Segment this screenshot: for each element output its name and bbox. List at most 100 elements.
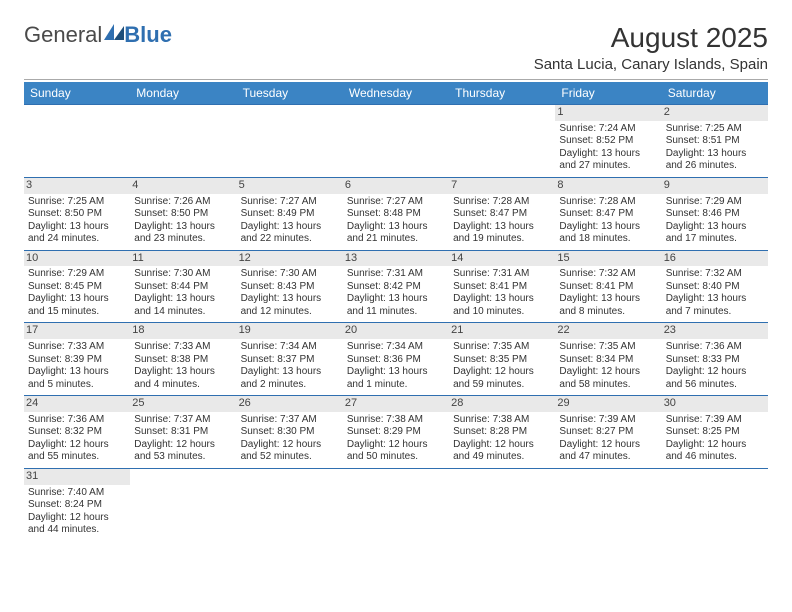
col-header: Wednesday	[343, 82, 449, 105]
sunset-line: Sunset: 8:24 PM	[28, 499, 126, 512]
sunset-line: Sunset: 8:40 PM	[666, 281, 764, 294]
day-content: Sunrise: 7:33 AMSunset: 8:38 PMDaylight:…	[134, 341, 232, 391]
sunset-line: Sunset: 8:41 PM	[453, 281, 551, 294]
empty-cell	[449, 105, 555, 178]
day-content: Sunrise: 7:35 AMSunset: 8:34 PMDaylight:…	[559, 341, 657, 391]
sunset-line: Sunset: 8:38 PM	[134, 354, 232, 367]
daylight-line: Daylight: 13 hours and 2 minutes.	[241, 366, 339, 391]
sunrise-line: Sunrise: 7:28 AM	[559, 196, 657, 209]
daylight-line: Daylight: 13 hours and 19 minutes.	[453, 221, 551, 246]
day-cell: 29Sunrise: 7:39 AMSunset: 8:27 PMDayligh…	[555, 396, 661, 469]
day-content: Sunrise: 7:28 AMSunset: 8:47 PMDaylight:…	[453, 196, 551, 246]
sunset-line: Sunset: 8:29 PM	[347, 426, 445, 439]
day-content: Sunrise: 7:38 AMSunset: 8:29 PMDaylight:…	[347, 414, 445, 464]
sunset-line: Sunset: 8:47 PM	[559, 208, 657, 221]
day-content: Sunrise: 7:33 AMSunset: 8:39 PMDaylight:…	[28, 341, 126, 391]
day-cell: 31Sunrise: 7:40 AMSunset: 8:24 PMDayligh…	[24, 468, 130, 540]
sunset-line: Sunset: 8:27 PM	[559, 426, 657, 439]
day-number: 26	[237, 396, 343, 412]
calendar-row: 24Sunrise: 7:36 AMSunset: 8:32 PMDayligh…	[24, 396, 768, 469]
sunset-line: Sunset: 8:33 PM	[666, 354, 764, 367]
daylight-line: Daylight: 12 hours and 55 minutes.	[28, 439, 126, 464]
sunrise-line: Sunrise: 7:37 AM	[134, 414, 232, 427]
col-header: Saturday	[662, 82, 768, 105]
day-number: 1	[555, 105, 661, 121]
day-number: 28	[449, 396, 555, 412]
day-content: Sunrise: 7:28 AMSunset: 8:47 PMDaylight:…	[559, 196, 657, 246]
sunrise-line: Sunrise: 7:33 AM	[28, 341, 126, 354]
day-content: Sunrise: 7:31 AMSunset: 8:41 PMDaylight:…	[453, 268, 551, 318]
day-number: 20	[343, 323, 449, 339]
sunset-line: Sunset: 8:48 PM	[347, 208, 445, 221]
sunset-line: Sunset: 8:25 PM	[666, 426, 764, 439]
daylight-line: Daylight: 13 hours and 4 minutes.	[134, 366, 232, 391]
day-cell: 18Sunrise: 7:33 AMSunset: 8:38 PMDayligh…	[130, 323, 236, 396]
day-content: Sunrise: 7:35 AMSunset: 8:35 PMDaylight:…	[453, 341, 551, 391]
day-content: Sunrise: 7:29 AMSunset: 8:46 PMDaylight:…	[666, 196, 764, 246]
day-content: Sunrise: 7:29 AMSunset: 8:45 PMDaylight:…	[28, 268, 126, 318]
daylight-line: Daylight: 13 hours and 24 minutes.	[28, 221, 126, 246]
empty-cell	[343, 468, 449, 540]
day-cell: 17Sunrise: 7:33 AMSunset: 8:39 PMDayligh…	[24, 323, 130, 396]
daylight-line: Daylight: 12 hours and 52 minutes.	[241, 439, 339, 464]
day-content: Sunrise: 7:26 AMSunset: 8:50 PMDaylight:…	[134, 196, 232, 246]
day-cell: 10Sunrise: 7:29 AMSunset: 8:45 PMDayligh…	[24, 250, 130, 323]
day-number: 7	[449, 178, 555, 194]
sunset-line: Sunset: 8:34 PM	[559, 354, 657, 367]
day-number: 30	[662, 396, 768, 412]
day-cell: 26 Sunrise: 7:37 AMSunset: 8:30 PMDayligh…	[237, 396, 343, 469]
day-number: 11	[130, 251, 236, 267]
empty-cell	[237, 468, 343, 540]
daylight-line: Daylight: 12 hours and 59 minutes.	[453, 366, 551, 391]
day-number: 4	[130, 178, 236, 194]
col-header: Sunday	[24, 82, 130, 105]
day-cell: 5Sunrise: 7:27 AMSunset: 8:49 PMDaylight…	[237, 177, 343, 250]
day-content: Sunrise: 7:39 AMSunset: 8:27 PMDaylight:…	[559, 414, 657, 464]
col-header: Monday	[130, 82, 236, 105]
day-cell: 30 Sunrise: 7:39 AMSunset: 8:25 PMDayligh…	[662, 396, 768, 469]
sunrise-line: Sunrise: 7:30 AM	[134, 268, 232, 281]
daylight-line: Daylight: 12 hours and 53 minutes.	[134, 439, 232, 464]
day-number: 23	[662, 323, 768, 339]
day-content: Sunrise: 7:39 AMSunset: 8:25 PMDaylight:…	[666, 414, 764, 464]
day-number: 15	[555, 251, 661, 267]
day-content: Sunrise: 7:37 AMSunset: 8:31 PMDaylight:…	[134, 414, 232, 464]
sunrise-line: Sunrise: 7:39 AM	[666, 414, 764, 427]
day-number: 6	[343, 178, 449, 194]
location-text: Santa Lucia, Canary Islands, Spain	[534, 56, 768, 73]
day-number: 25	[130, 396, 236, 412]
day-cell: 21 Sunrise: 7:35 AMSunset: 8:35 PMDayligh…	[449, 323, 555, 396]
daylight-line: Daylight: 13 hours and 11 minutes.	[347, 293, 445, 318]
daylight-line: Daylight: 13 hours and 5 minutes.	[28, 366, 126, 391]
day-number: 10	[24, 251, 130, 267]
day-number: 9	[662, 178, 768, 194]
sunrise-line: Sunrise: 7:33 AM	[134, 341, 232, 354]
day-cell: 1Sunrise: 7:24 AMSunset: 8:52 PMDaylight…	[555, 105, 661, 178]
sunrise-line: Sunrise: 7:37 AM	[241, 414, 339, 427]
sunset-line: Sunset: 8:30 PM	[241, 426, 339, 439]
sunset-line: Sunset: 8:41 PM	[559, 281, 657, 294]
sunrise-line: Sunrise: 7:31 AM	[453, 268, 551, 281]
day-content: Sunrise: 7:30 AMSunset: 8:44 PMDaylight:…	[134, 268, 232, 318]
day-number: 24	[24, 396, 130, 412]
daylight-line: Daylight: 13 hours and 8 minutes.	[559, 293, 657, 318]
day-content: Sunrise: 7:36 AMSunset: 8:33 PMDaylight:…	[666, 341, 764, 391]
sunset-line: Sunset: 8:37 PM	[241, 354, 339, 367]
day-number: 31	[24, 469, 130, 485]
sunset-line: Sunset: 8:39 PM	[28, 354, 126, 367]
day-content: Sunrise: 7:34 AMSunset: 8:36 PMDaylight:…	[347, 341, 445, 391]
sunrise-line: Sunrise: 7:30 AM	[241, 268, 339, 281]
daylight-line: Daylight: 13 hours and 10 minutes.	[453, 293, 551, 318]
day-content: Sunrise: 7:31 AMSunset: 8:42 PMDaylight:…	[347, 268, 445, 318]
col-header: Friday	[555, 82, 661, 105]
col-header: Tuesday	[237, 82, 343, 105]
sunrise-line: Sunrise: 7:36 AM	[28, 414, 126, 427]
day-cell: 13Sunrise: 7:31 AMSunset: 8:42 PMDayligh…	[343, 250, 449, 323]
sunrise-line: Sunrise: 7:34 AM	[241, 341, 339, 354]
sunset-line: Sunset: 8:42 PM	[347, 281, 445, 294]
day-cell: 12Sunrise: 7:30 AMSunset: 8:43 PMDayligh…	[237, 250, 343, 323]
daylight-line: Daylight: 13 hours and 15 minutes.	[28, 293, 126, 318]
day-cell: 28Sunrise: 7:38 AMSunset: 8:28 PMDayligh…	[449, 396, 555, 469]
logo-text-2: Blue	[124, 22, 172, 48]
day-number: 21	[449, 323, 555, 339]
